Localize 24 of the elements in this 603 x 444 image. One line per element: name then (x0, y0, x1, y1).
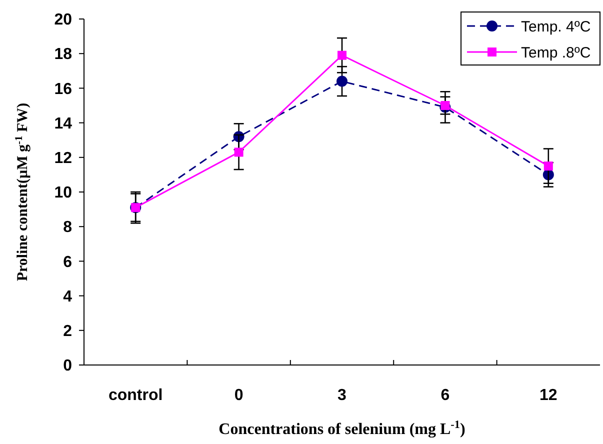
x-tick-label: 12 (540, 387, 558, 404)
y-tick-label: 4 (63, 288, 72, 306)
point (440, 101, 450, 110)
x-tick-label: control (108, 387, 163, 404)
y-tick-label: 8 (63, 219, 72, 236)
y-tick-label: 2 (63, 323, 72, 340)
y-tick-label: 0 (63, 358, 72, 375)
legend-label: Temp .8ºC (521, 44, 591, 62)
y-tick-label: 10 (54, 184, 72, 202)
point (234, 148, 244, 157)
x-tick-label: 0 (234, 387, 244, 404)
x-tick-label: 6 (440, 387, 450, 404)
y-tick-label: 14 (54, 115, 72, 132)
y-tick-label: 16 (54, 80, 72, 98)
point (338, 50, 346, 60)
legend-label: Temp. 4ºC (521, 18, 591, 36)
y-tick-label: 12 (54, 150, 72, 167)
point (336, 76, 348, 87)
y-tick-label: 18 (54, 46, 72, 64)
y-tick-label: 6 (63, 254, 72, 271)
y-tick-label: 20 (54, 12, 72, 29)
x-tick-label: 3 (338, 387, 347, 404)
x-axis-title: Concentrations of selenium (mg L$^{-1}$) (218, 419, 466, 438)
point (544, 162, 553, 171)
